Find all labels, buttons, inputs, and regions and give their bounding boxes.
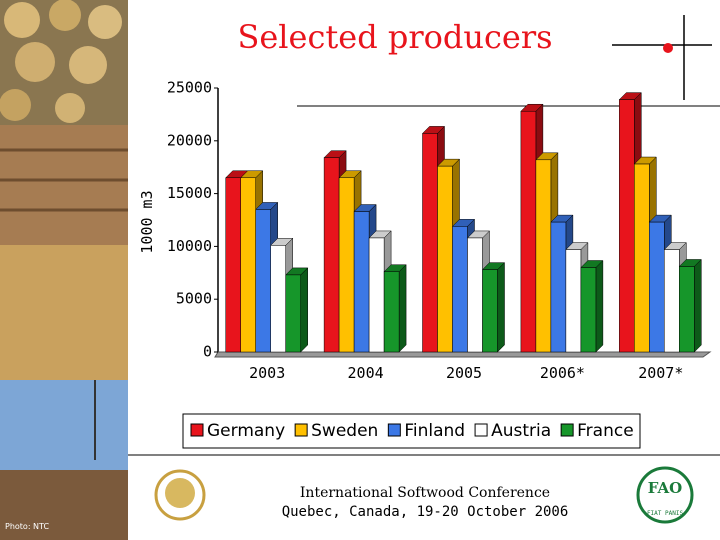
legend-swatch: [190, 423, 204, 437]
photo-credit: Photo: NTC: [5, 522, 49, 531]
photo-strip: [0, 0, 128, 540]
x-tick-label: 2003: [249, 364, 285, 382]
bar: [353, 211, 370, 353]
bar: [270, 245, 286, 353]
legend-label: Sweden: [311, 421, 378, 441]
un-logo: [154, 469, 206, 521]
legend-label: France: [577, 421, 634, 441]
y-tick-label: 0: [203, 343, 212, 361]
bar: [422, 133, 438, 353]
fao-logo: FAO FIAT PANIS: [636, 466, 694, 524]
y-tick-label: 15000: [167, 184, 212, 202]
bar: [664, 249, 680, 353]
x-tick-label: 2005: [446, 364, 482, 382]
y-tick-label: 25000: [167, 79, 212, 97]
fao-logo-text: FAO: [648, 479, 682, 497]
bar: [338, 177, 355, 353]
bar: [383, 271, 400, 353]
bar: [467, 237, 483, 353]
fao-motto: FIAT PANIS: [647, 510, 684, 517]
bar: [535, 159, 552, 353]
conference-title: International Softwood Conference: [300, 485, 550, 501]
chart-title: Selected producers: [237, 18, 552, 56]
crosshair: [297, 15, 720, 107]
bar: [482, 269, 498, 353]
y-axis-label: 1000 m3: [138, 190, 156, 253]
legend-label: Germany: [207, 421, 285, 441]
bar-side: [497, 262, 505, 353]
bar: [520, 110, 537, 353]
y-tick-label: 5000: [176, 290, 212, 308]
bar: [619, 99, 635, 353]
bar: [368, 237, 385, 353]
floor: [214, 351, 712, 358]
x-tick-label: 2007*: [638, 364, 683, 382]
legend-swatch: [294, 423, 308, 437]
legend-swatch: [387, 423, 401, 437]
x-tick-label: 2006*: [540, 364, 585, 382]
bar: [580, 267, 597, 353]
bar: [634, 163, 650, 353]
bar-side: [398, 264, 407, 353]
legend-swatch: [474, 423, 488, 437]
bar-side: [300, 267, 308, 353]
legend-label: Finland: [404, 421, 465, 441]
bar: [550, 221, 567, 353]
bar: [649, 221, 665, 353]
bar: [240, 177, 256, 353]
bar: [679, 266, 695, 353]
x-tick-label: 2004: [348, 364, 384, 382]
bar: [285, 274, 301, 353]
bar: [452, 226, 468, 353]
legend-label: Austria: [491, 421, 551, 441]
y-tick-label: 10000: [167, 237, 212, 255]
bar: [323, 157, 340, 353]
conference-place: Quebec, Canada, 19-20 October 2006: [282, 504, 569, 520]
legend-swatch: [560, 423, 574, 437]
bar-side: [595, 259, 604, 353]
y-tick-label: 20000: [167, 131, 212, 149]
bar-side: [694, 258, 702, 353]
bar: [437, 165, 453, 353]
bar: [255, 209, 271, 353]
bar: [565, 249, 582, 353]
bar: [225, 177, 241, 353]
